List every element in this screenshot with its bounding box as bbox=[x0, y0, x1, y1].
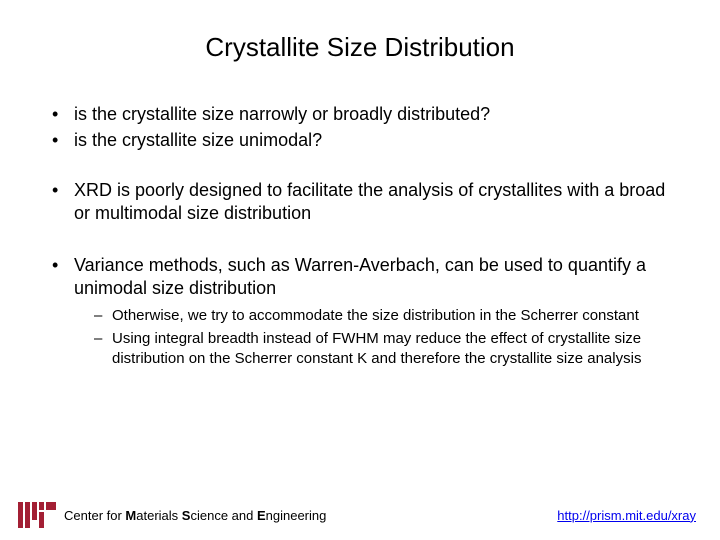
bullet-list: is the crystallite size narrowly or broa… bbox=[52, 103, 686, 152]
footer-text: Center for bbox=[64, 508, 125, 523]
footer-link[interactable]: http://prism.mit.edu/xray bbox=[557, 508, 696, 523]
footer-text: ngineering bbox=[266, 508, 327, 523]
spacer bbox=[52, 155, 686, 179]
footer-text: aterials bbox=[136, 508, 182, 523]
bullet-list: Variance methods, such as Warren-Averbac… bbox=[52, 254, 686, 368]
bullet-item: is the crystallite size unimodal? bbox=[52, 129, 686, 152]
slide-container: Crystallite Size Distribution is the cry… bbox=[0, 0, 720, 540]
slide-title: Crystallite Size Distribution bbox=[34, 32, 686, 63]
bullet-list: XRD is poorly designed to facilitate the… bbox=[52, 179, 686, 225]
sub-bullet-list: Otherwise, we try to accommodate the siz… bbox=[74, 306, 686, 368]
footer-text-bold: M bbox=[125, 508, 136, 523]
footer-left: Center for Materials Science and Enginee… bbox=[18, 502, 326, 528]
bullet-item: is the crystallite size narrowly or broa… bbox=[52, 103, 686, 126]
content-area: is the crystallite size narrowly or broa… bbox=[34, 103, 686, 368]
sub-bullet-item: Using integral breadth instead of FWHM m… bbox=[94, 329, 686, 367]
sub-bullet-item: Otherwise, we try to accommodate the siz… bbox=[94, 306, 686, 325]
bullet-item: XRD is poorly designed to facilitate the… bbox=[52, 179, 686, 225]
footer-center-text: Center for Materials Science and Enginee… bbox=[64, 508, 326, 523]
bullet-item: Variance methods, such as Warren-Averbac… bbox=[52, 254, 686, 368]
bullet-text: Variance methods, such as Warren-Averbac… bbox=[74, 255, 646, 298]
footer-text-bold: E bbox=[257, 508, 266, 523]
spacer bbox=[52, 228, 686, 254]
mit-logo-icon bbox=[18, 502, 56, 528]
footer-bar: Center for Materials Science and Enginee… bbox=[0, 502, 720, 528]
footer-text: cience and bbox=[190, 508, 257, 523]
